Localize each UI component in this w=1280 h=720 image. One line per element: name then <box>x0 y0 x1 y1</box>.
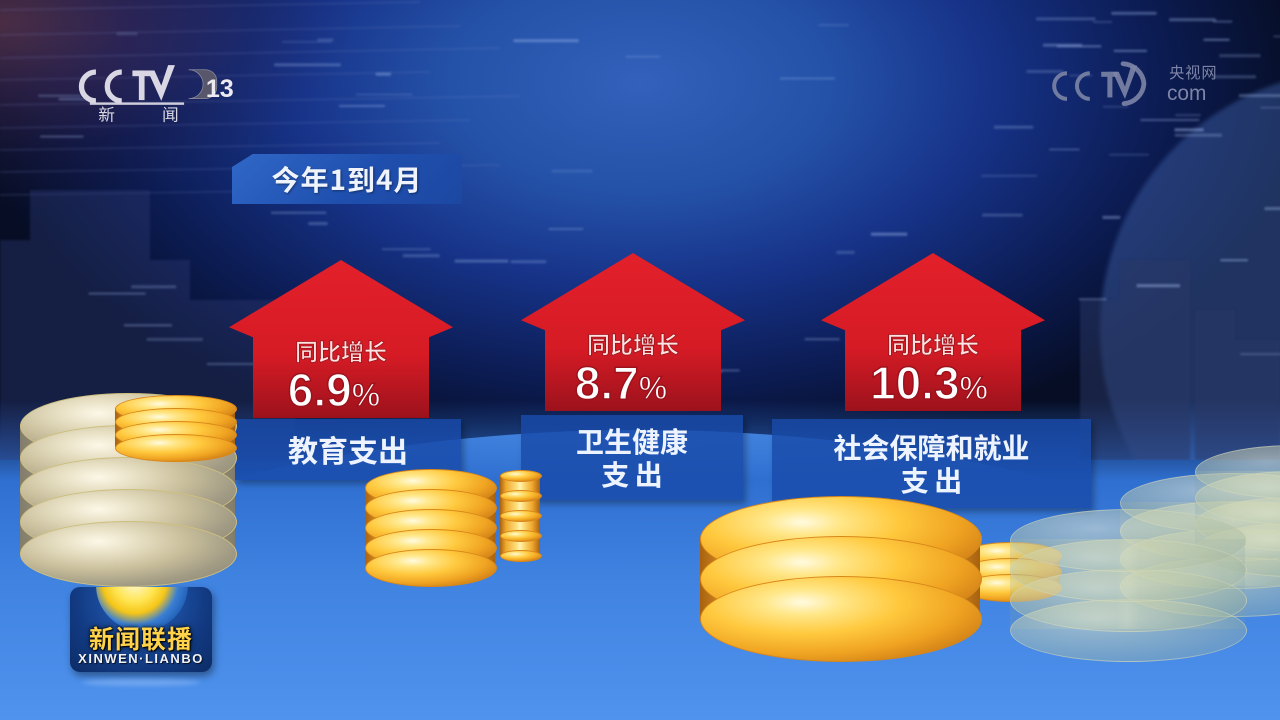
svg-text:同比增长: 同比增长 <box>887 326 979 360</box>
svg-text:同比增长: 同比增长 <box>587 326 679 360</box>
svg-text:同比增长: 同比增长 <box>295 333 387 367</box>
